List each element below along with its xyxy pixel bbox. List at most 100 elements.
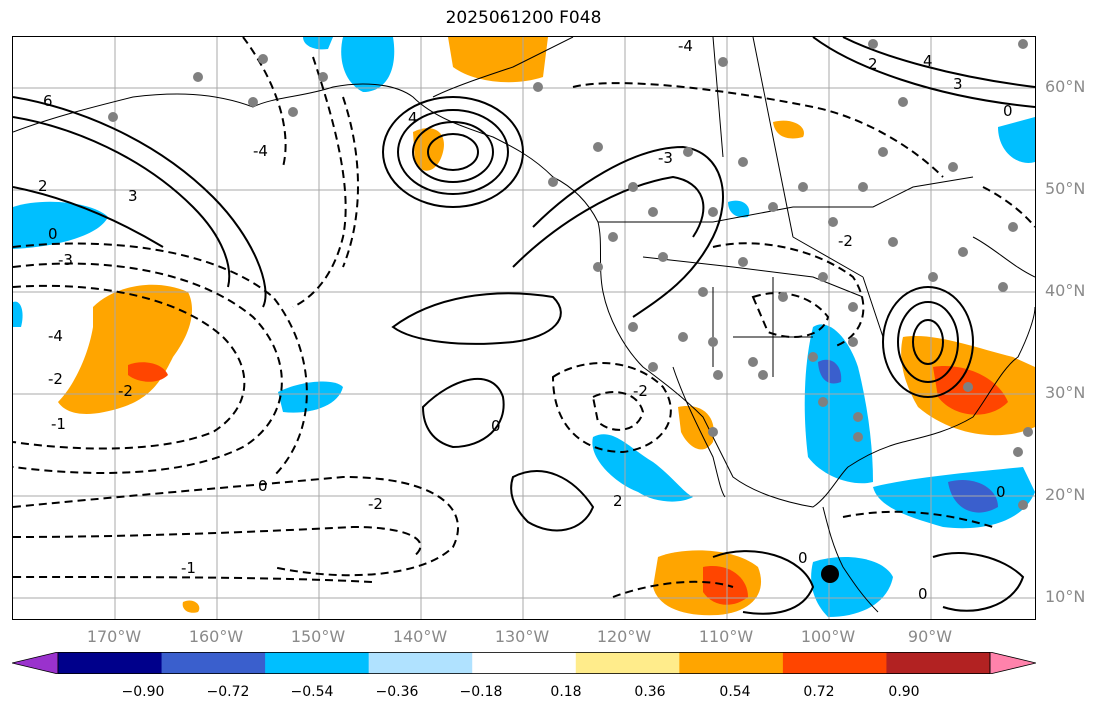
contour-label: -2 [368,495,383,513]
latitude-label: 20°N [1045,485,1086,504]
contour-label: -4 [253,142,268,160]
contour-solid [842,37,1035,88]
contour-label: -3 [58,251,73,269]
colorbar-segment [265,652,370,674]
longitude-label: 90°W [907,627,953,646]
positive-anomaly-region [678,406,714,450]
contour-solid [512,175,705,268]
contour-label: -4 [678,37,693,55]
contour-label: -1 [51,415,66,433]
colorbar-outline [57,652,991,674]
highlighted-station-marker [821,565,839,583]
contour-label: 3 [128,187,138,205]
contour-dashed [591,391,645,431]
contour-dashed [242,37,287,168]
contour-solid [397,109,509,195]
contour-solid [882,286,974,398]
contour-label: 0 [918,585,928,603]
contour-solid [532,145,724,318]
contour-dashed [13,576,374,583]
station-dots [108,39,1033,510]
latitude-label: 10°N [1045,587,1086,606]
contour-label: 0 [258,477,268,495]
contour-label: 0 [48,225,58,243]
latitude-label: 30°N [1045,383,1086,402]
contour-solid [912,319,944,365]
colorbar-tick-label: −0.18 [459,684,503,700]
negative-anomaly-region [341,37,395,92]
latitude-label: 50°N [1045,179,1086,198]
contour-dashed [13,284,246,450]
contour-solid [13,186,164,248]
contour-dashed [842,510,994,528]
coastlines [13,37,1035,613]
contour-dashed [551,362,672,454]
contour-dashed [13,242,308,478]
contour-label: -2 [633,382,648,400]
colorbar-segment [886,652,991,674]
contour-label: 2 [868,55,878,73]
contour-solid [897,301,959,383]
negative-anomaly-region [592,434,693,502]
negative-anomaly-region [998,117,1035,163]
strong-negative-region [818,359,842,384]
negative-anomaly-region [13,201,108,249]
colorbar-tick-label: 0.90 [888,684,920,700]
graticule-lines [13,37,1035,619]
contour-solid [812,37,1035,108]
contour-solid [13,116,231,288]
contour-labels: 6 -4 2 3 -3 0 -4 -2 -1 4 -4 -2 4 3 2 -1 … [13,37,1035,619]
contour-solid [510,470,595,532]
contour-dashed [612,580,734,598]
colorbar-extension-high [989,652,1036,674]
negative-anomaly-region [728,200,750,218]
negative-anomaly-region [303,37,333,50]
contour-solid [412,121,494,183]
positive-anomaly-region [58,284,193,414]
longitude-label: 130°W [494,627,550,646]
contour-label: 4 [408,109,418,127]
contour-label: 0 [798,549,808,567]
contour-lines [13,37,1035,615]
colorbar-tick-label: −0.54 [290,684,334,700]
contour-label: -1 [181,559,196,577]
contour-label: 0 [1003,102,1013,120]
colorbar-tick-label: 0.36 [634,684,666,700]
latitude-label: 60°N [1045,77,1086,96]
colorbar-segment [782,652,887,674]
contour-label: -4 [48,327,63,345]
contour-label: -2 [118,382,133,400]
colorbar-segment [58,652,163,674]
contour-solid [391,292,562,345]
contour-solid [421,378,505,449]
map-canvas [13,37,1035,619]
contour-solid [932,552,1025,612]
latitude-label: 40°N [1045,281,1086,300]
negative-anomaly-region [13,301,23,327]
colorbar-segment [368,652,473,674]
contour-dashed [13,525,422,558]
positive-anomaly-region [182,600,200,613]
contour-solid [382,96,524,208]
colorbar-tick-label: −0.72 [206,684,250,700]
colorbar-tick-label: −0.36 [375,684,419,700]
contour-label: 3 [953,75,963,93]
contour-dashed [572,82,944,178]
contour-dashed [292,56,347,308]
longitude-label: 140°W [392,627,448,646]
longitude-label: 120°W [596,627,652,646]
colorbar-tick-label: 0.18 [550,684,582,700]
longitude-label: 100°W [800,627,856,646]
contour-label: 0 [491,417,501,435]
colorbar-segment [161,652,266,674]
strong-positive-region [703,566,748,605]
contour-solid [13,96,267,308]
contour-solid [427,133,479,171]
contour-label: 0 [996,483,1006,501]
contour-label: -2 [838,232,853,250]
longitude-label: 110°W [698,627,754,646]
contour-dashed [13,262,283,474]
colorbar-segment [679,652,784,674]
colorbar [12,652,1036,674]
contour-label: -3 [658,149,673,167]
